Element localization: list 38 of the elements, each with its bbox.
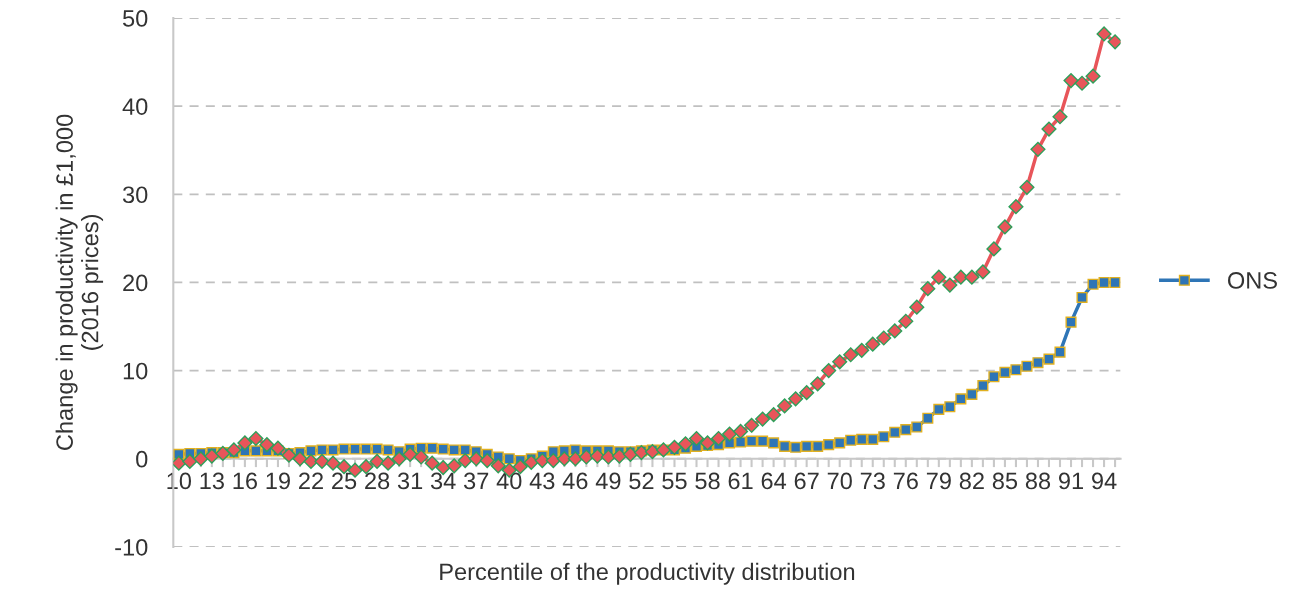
x-tick-label: 31 [397,472,423,490]
x-tick-label: 46 [562,472,588,490]
legend-label: ONS [1228,272,1277,289]
x-axis-title: Percentile of the productivity distribution [440,562,855,585]
y-tick-label: 30 [122,186,148,204]
x-tick-label: 67 [794,472,819,490]
y-axis-title: Change in productivity in £1,000 (2016 prices) [55,114,104,450]
x-tick-label: 82 [959,472,984,490]
y-tick-label: 20 [123,274,148,292]
x-tick-label: 19 [266,472,290,490]
x-tick-label: 43 [529,472,555,490]
x-tick-label: 94 [1092,472,1117,490]
y-tick-label: 50 [122,10,148,27]
x-tick-label: 13 [200,472,224,490]
x-tick-label: 37 [463,472,489,490]
x-tick-label: 88 [1025,472,1051,490]
x-tick-label: 28 [365,472,390,490]
x-tick-label: 16 [233,472,257,490]
x-tick-label: 79 [926,472,951,490]
y-tick-label: 40 [122,98,148,115]
x-tick-label: 91 [1058,472,1083,490]
x-tick-label: 25 [332,472,357,490]
x-tick-label: 61 [728,472,753,490]
x-tick-label: 49 [595,472,621,490]
x-tick-label: 85 [992,472,1018,490]
x-tick-label: 64 [761,472,787,490]
x-tick-label: 76 [893,472,918,490]
y-tick-label: 0 [136,450,148,468]
x-tick-label: 52 [629,472,654,490]
x-tick-label: 73 [860,472,885,490]
y-tick-label: -10 [115,538,148,556]
x-tick-label: 34 [430,472,456,490]
x-tick-label: 70 [827,472,852,490]
x-tick-label: 22 [299,472,323,490]
x-tick-label: 58 [695,472,720,490]
x-tick-label: 55 [662,472,687,490]
x-tick-label: 40 [496,472,522,490]
y-tick-label: 10 [123,362,148,380]
